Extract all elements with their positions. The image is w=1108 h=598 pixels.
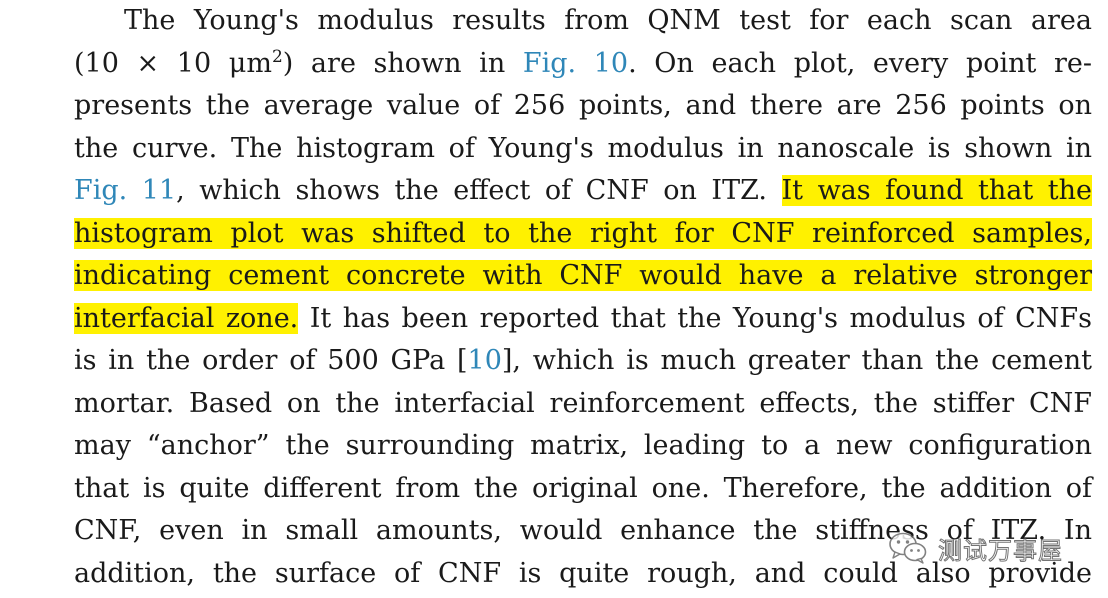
text-span: . On each plot, every point re- xyxy=(628,47,1092,79)
text-span: ) are shown in xyxy=(282,47,523,79)
text-span: presents the average value of 256 points… xyxy=(74,90,1092,121)
highlighted-text: interfacial zone. xyxy=(74,302,299,334)
highlighted-text: histogram plot was shifted to the right … xyxy=(74,217,1092,249)
text-line: mortar. Based on the interfacial reinfor… xyxy=(74,383,1092,426)
text-line: is in the order of 500 GPa [10], which i… xyxy=(74,340,1092,383)
paper-paragraph: The Young's modulus results from QNM tes… xyxy=(74,0,1092,595)
text-line: histogram plot was shifted to the right … xyxy=(74,213,1092,256)
watermark-text: 测试万事屋 xyxy=(938,536,1063,565)
text-line: that is quite different from the origina… xyxy=(74,468,1092,511)
figure-link-fig10[interactable]: Fig. 10 xyxy=(522,47,629,79)
watermark: 测试万事屋 xyxy=(888,530,1063,566)
reference-link-10[interactable]: 10 xyxy=(467,345,502,376)
text-line: the curve. The histogram of Young's modu… xyxy=(74,128,1092,171)
text-line: presents the average value of 256 points… xyxy=(74,85,1092,128)
text-span: mortar. Based on the interfacial reinfor… xyxy=(74,387,1092,419)
text-line: Fig. 11, which shows the effect of CNF o… xyxy=(74,170,1092,213)
text-span: (10 × 10 μm xyxy=(74,47,272,79)
wechat-icon xyxy=(888,531,928,565)
text-line: interfacial zone. It has been reported t… xyxy=(74,298,1092,341)
text-span: It has been reported that the Young's mo… xyxy=(298,302,1092,334)
text-span: may “anchor” the surrounding matrix, lea… xyxy=(74,430,1092,461)
text-span: , which shows the effect of CNF on ITZ. xyxy=(176,175,782,206)
text-span: is in the order of 500 GPa [ xyxy=(74,345,468,376)
text-line: The Young's modulus results from QNM tes… xyxy=(74,0,1092,43)
text-line: may “anchor” the surrounding matrix, lea… xyxy=(74,425,1092,468)
text-span: the curve. The histogram of Young's modu… xyxy=(74,132,1092,164)
figure-link-fig11[interactable]: Fig. 11 xyxy=(74,175,177,206)
text-span: ], which is much greater than the cement xyxy=(501,345,1092,376)
text-span: CNF, even in small amounts, would enhanc… xyxy=(74,515,1092,546)
text-span: that is quite different from the origina… xyxy=(74,472,1092,504)
text-span: The Young's modulus results from QNM tes… xyxy=(124,5,1092,36)
highlighted-text: It was found that the xyxy=(781,175,1092,206)
highlighted-text: indicating cement concrete with CNF woul… xyxy=(74,260,1092,291)
text-line: (10 × 10 μm2) are shown in Fig. 10. On e… xyxy=(74,43,1092,86)
text-line: CNF, even in small amounts, would enhanc… xyxy=(74,510,1092,553)
text-line: indicating cement concrete with CNF woul… xyxy=(74,255,1092,298)
superscript: 2 xyxy=(271,46,283,67)
